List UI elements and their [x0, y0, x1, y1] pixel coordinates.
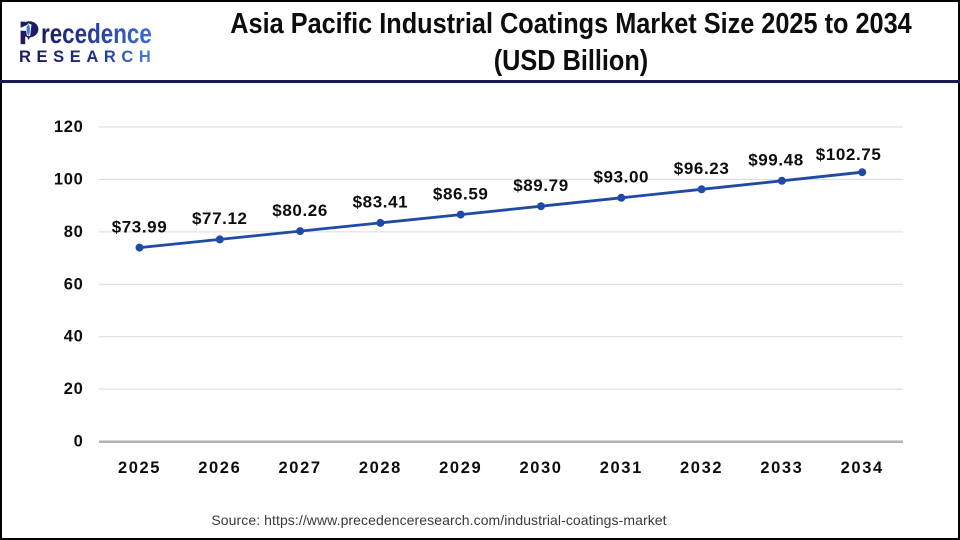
svg-text:0: 0	[74, 433, 84, 451]
svg-text:2030: 2030	[519, 459, 562, 477]
svg-text:2028: 2028	[359, 459, 402, 477]
svg-text:$99.48: $99.48	[748, 151, 804, 170]
svg-text:$93.00: $93.00	[593, 168, 649, 187]
svg-text:100: 100	[54, 170, 84, 188]
svg-text:$80.26: $80.26	[272, 201, 328, 220]
svg-text:$73.99: $73.99	[112, 217, 168, 236]
svg-text:2027: 2027	[279, 459, 322, 477]
svg-text:$86.59: $86.59	[433, 184, 489, 203]
svg-text:2033: 2033	[760, 459, 803, 477]
svg-text:$89.79: $89.79	[513, 176, 569, 195]
svg-text:2034: 2034	[841, 459, 884, 477]
svg-text:$102.75: $102.75	[816, 145, 882, 164]
svg-text:20: 20	[64, 380, 84, 398]
svg-text:$77.12: $77.12	[192, 209, 248, 228]
svg-text:2025: 2025	[118, 459, 161, 477]
svg-text:2031: 2031	[600, 459, 643, 477]
svg-text:2029: 2029	[439, 459, 482, 477]
svg-text:2032: 2032	[680, 459, 723, 477]
svg-text:40: 40	[64, 328, 84, 346]
svg-text:$96.23: $96.23	[674, 159, 730, 178]
svg-text:120: 120	[54, 118, 84, 136]
svg-text:80: 80	[64, 223, 84, 241]
svg-text:60: 60	[64, 275, 84, 293]
svg-text:$83.41: $83.41	[353, 193, 409, 212]
svg-text:2026: 2026	[198, 459, 241, 477]
